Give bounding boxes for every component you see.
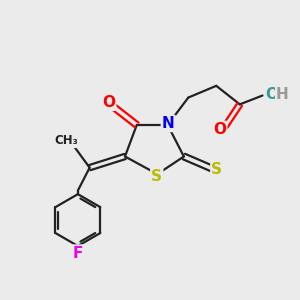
Text: O: O [265, 87, 278, 102]
Text: S: S [151, 169, 162, 184]
Text: CH₃: CH₃ [55, 134, 79, 147]
Text: O: O [102, 95, 115, 110]
Text: S: S [211, 162, 222, 177]
Text: N: N [162, 116, 175, 131]
Text: O: O [213, 122, 226, 137]
Text: F: F [73, 246, 83, 261]
Text: H: H [276, 87, 289, 102]
